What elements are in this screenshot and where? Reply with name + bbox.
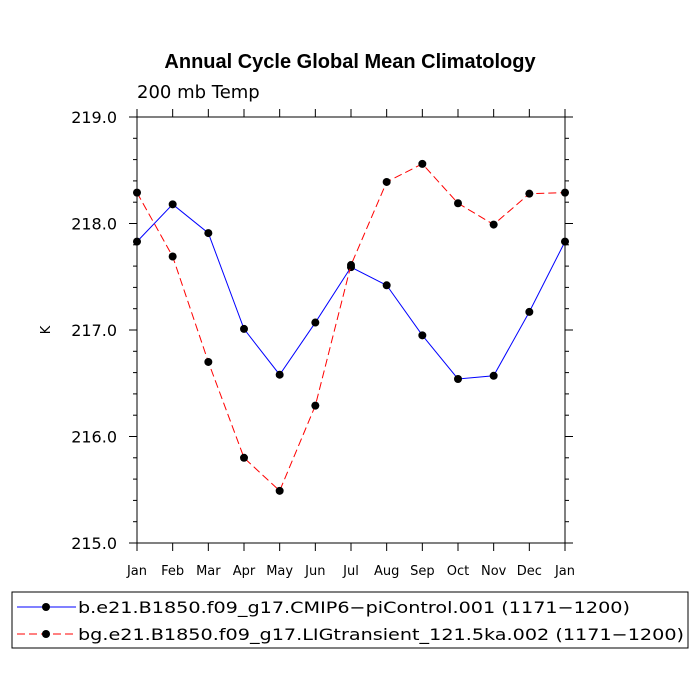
chart-title: Annual Cycle Global Mean Climatology	[164, 51, 536, 73]
series-1-point	[382, 281, 391, 290]
legend-box	[11, 591, 689, 649]
series-2-point	[275, 486, 284, 495]
series-1-point	[454, 374, 462, 383]
y-tick-label: 219.0	[71, 108, 117, 127]
series-2-point	[347, 261, 355, 270]
chart-subtitle: 200 mb Temp	[137, 82, 260, 103]
series-2-point	[311, 401, 320, 410]
legend-label-2: bg.e21.B1850.f09_g17.LIGtransient_121.5k…	[78, 625, 684, 645]
legend-marker-1	[42, 603, 50, 611]
x-tick-label: May	[266, 564, 293, 579]
y-tick-label: 216.0	[71, 428, 117, 447]
series-1-point	[275, 370, 284, 379]
series-layer	[133, 159, 569, 495]
axis-ticks	[129, 109, 573, 551]
x-tick-label: Dec	[517, 564, 542, 579]
x-tick-labels: Jan Feb Mar Apr May Jun Jul Aug Sep Oct Nov Dec Jan	[126, 564, 575, 579]
plot-frame	[136, 116, 566, 544]
x-tick-label: Oct	[447, 564, 469, 579]
legend-marker-2	[42, 630, 50, 638]
x-tick-label: Aug	[374, 564, 399, 579]
y-axis-label: K	[39, 325, 54, 334]
series-1-point	[311, 318, 320, 327]
x-tick-label: Feb	[161, 564, 184, 579]
x-tick-label: Jan	[554, 564, 575, 579]
series-1-point	[489, 371, 498, 380]
series-line-2	[136, 163, 566, 492]
legend-label-1: b.e21.B1850.f09_g17.CMIP6−piControl.001 …	[78, 598, 630, 618]
x-tick-label: Jul	[342, 564, 359, 579]
x-tick-label: Apr	[233, 564, 256, 579]
x-tick-label: Nov	[481, 564, 507, 579]
series-1-point	[133, 237, 141, 246]
y-tick-label: 217.0	[71, 321, 117, 340]
y-tick-label: 215.0	[71, 534, 117, 553]
series-line-1	[136, 203, 566, 380]
series-2-point	[168, 252, 177, 261]
x-tick-label: Jun	[304, 564, 325, 579]
series-2-point	[240, 453, 248, 462]
x-tick-label: Mar	[196, 564, 221, 579]
series-2-point	[561, 188, 569, 197]
series-2-point	[489, 220, 498, 229]
series-2-point	[204, 357, 213, 366]
series-1-point	[418, 331, 427, 340]
legend: b.e21.B1850.f09_g17.CMIP6−piControl.001 …	[17, 598, 684, 645]
series-2-point	[382, 177, 391, 186]
series-1-point	[525, 307, 534, 316]
y-tick-labels: 215.0 216.0 217.0 218.0 219.0	[71, 108, 117, 553]
series-2-point	[525, 189, 534, 198]
x-tick-label: Jan	[126, 564, 147, 579]
series-1-point	[204, 229, 213, 238]
series-1-point	[240, 324, 248, 333]
series-1-point	[168, 200, 177, 209]
x-tick-label: Sep	[410, 564, 435, 579]
series-2-point	[454, 199, 462, 208]
y-tick-label: 218.0	[71, 215, 117, 234]
series-2-point	[418, 159, 427, 168]
series-1-point	[561, 237, 569, 246]
series-2-point	[133, 188, 141, 197]
